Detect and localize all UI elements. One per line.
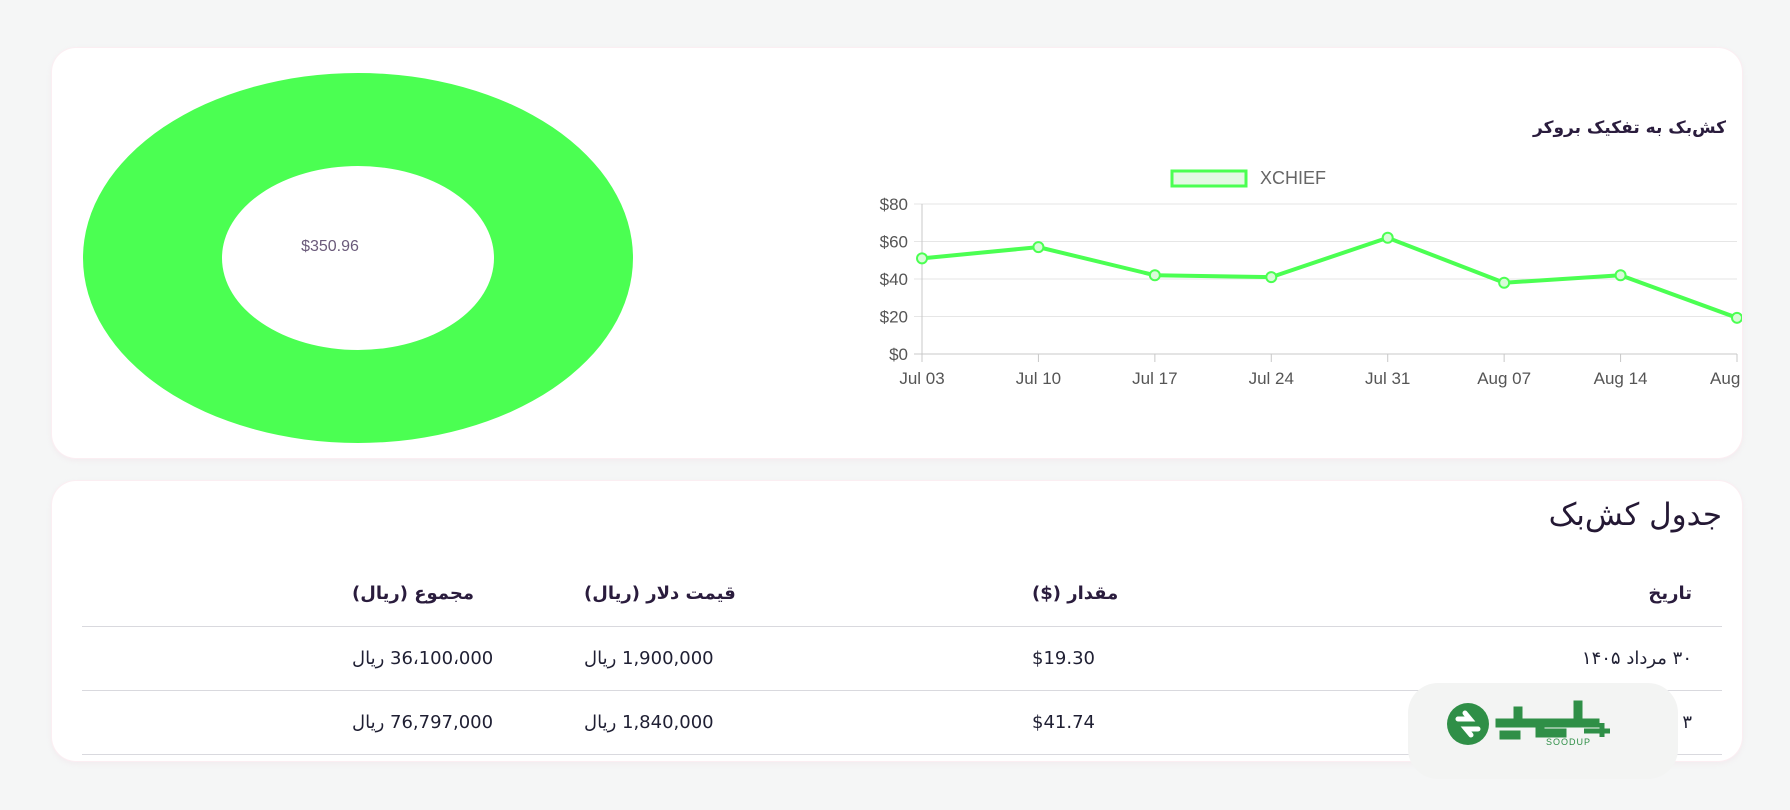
series-line-xchief[interactable] [921, 235, 1738, 320]
brand-latin-name: SOODUP [1546, 737, 1592, 747]
table-title: جدول کش‌بک [1548, 497, 1722, 533]
x-tick-label: Jul 31 [1365, 369, 1410, 388]
header-date: تاریخ [1312, 561, 1722, 627]
y-tick-label: $20 [880, 308, 908, 327]
cell-dollar-price: 1,840,000 ریال [584, 690, 1032, 755]
broker-line-chart[interactable]: XCHIEF $0 $20 $40 $60 $80 Jul 03 Jul 10 Jul 17 J… [802, 163, 1742, 393]
cell-amount-value: $19.30 [1032, 647, 1095, 669]
cell-amount: $41.74 [1032, 690, 1312, 755]
y-tick-label: $80 [880, 195, 908, 214]
y-tick-label: $40 [880, 270, 908, 289]
donut-total-label: $350.96 [301, 238, 359, 255]
data-point[interactable] [916, 252, 928, 265]
broker-chart-title: کش‌بک به تفکیک بروکر [1533, 118, 1726, 138]
cashback-table: تاریخ مقدار ($) قیمت دلار (ریال) مجموع (… [82, 561, 1722, 755]
x-tick-label: Jul 24 [1249, 369, 1294, 388]
charts-card: $350.96 کش‌بک به تفکیک بروکر XCHIEF $0 $2… [52, 48, 1742, 458]
header-amount: مقدار ($) [1032, 561, 1312, 627]
data-point[interactable] [1032, 241, 1045, 254]
y-tick-label: $60 [880, 233, 908, 252]
cell-dollar-price: 1,900,000 ریال [584, 626, 1032, 691]
data-point[interactable] [1614, 269, 1627, 282]
cell-total: 36،100،000 ریال [82, 626, 584, 691]
data-point[interactable] [1498, 276, 1511, 289]
data-point[interactable] [1265, 271, 1278, 284]
header-total: مجموع (ریال) [82, 561, 584, 627]
data-point[interactable] [1148, 269, 1161, 282]
x-tick-label: Jul 10 [1016, 369, 1061, 388]
header-dollar-price: قیمت دلار (ریال) [584, 561, 1032, 627]
legend-swatch-xchief[interactable] [1170, 169, 1248, 188]
soodup-watermark: SOODUP [1408, 683, 1678, 779]
x-tick-label: Aug 07 [1477, 369, 1531, 388]
x-tick-label: Aug 21 [1710, 369, 1742, 388]
legend-label-xchief[interactable]: XCHIEF [1260, 168, 1326, 188]
x-tick-label: Jul 03 [899, 369, 944, 388]
table-header-row: تاریخ مقدار ($) قیمت دلار (ریال) مجموع (… [82, 561, 1722, 627]
cashback-donut-chart[interactable] [80, 68, 640, 448]
x-tick-label: Aug 14 [1594, 369, 1648, 388]
data-point[interactable] [1381, 231, 1394, 244]
y-tick-label: $0 [889, 345, 908, 364]
donut-slice-xchief[interactable] [83, 73, 633, 443]
table-row: ۳۰ مرداد ۱۴۰۵ $19.30 1,900,000 ریال 36،1… [82, 626, 1722, 691]
data-point[interactable] [1731, 311, 1742, 324]
soodup-logo-icon [1447, 700, 1610, 745]
cell-total: 76,797,000 ریال [82, 690, 584, 755]
x-tick-label: Jul 17 [1132, 369, 1177, 388]
cashback-table-card: جدول کش‌بک تاریخ مقدار ($) قیمت دلار (ری… [52, 481, 1742, 761]
cell-amount-value: $41.74 [1032, 711, 1095, 733]
cell-amount: $19.30 [1032, 626, 1312, 691]
cell-date: ۳۰ مرداد ۱۴۰۵ [1312, 626, 1722, 691]
